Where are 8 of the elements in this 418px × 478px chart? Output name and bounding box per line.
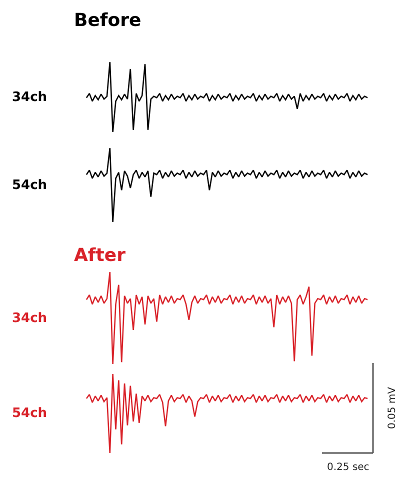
text: 0.05 mV [387, 386, 398, 429]
y-axis-title: 54ch [12, 178, 48, 193]
y-axis-title: 54ch [12, 406, 48, 421]
chart-title: Before [74, 10, 142, 31]
y-axis-title: 34ch [12, 311, 48, 326]
text: 0.25 sec [327, 462, 370, 473]
chart-title: After [74, 245, 126, 266]
y-axis-title: 34ch [12, 90, 48, 105]
